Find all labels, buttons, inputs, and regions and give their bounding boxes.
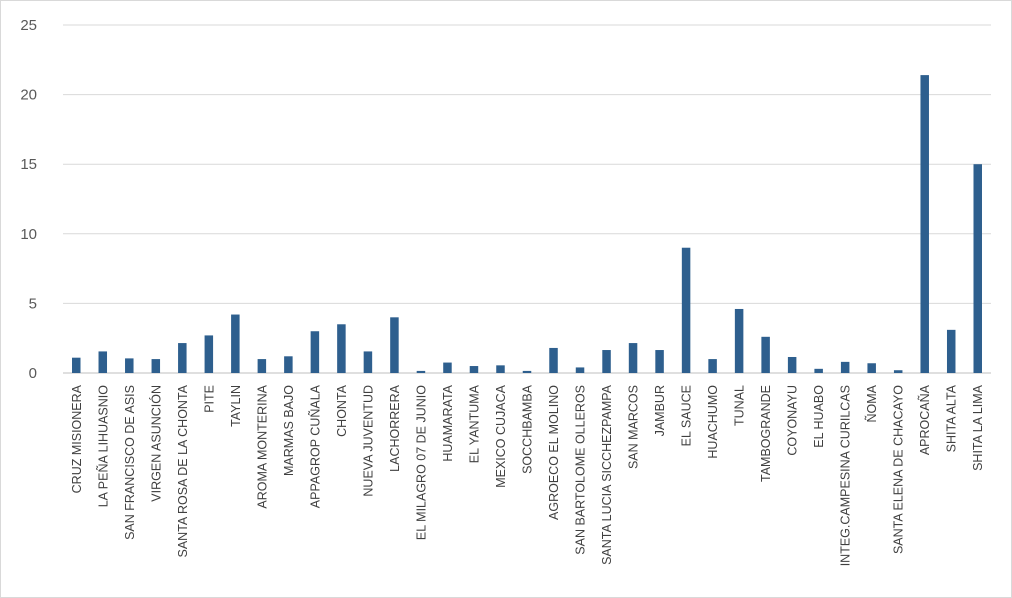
bar — [920, 75, 929, 373]
x-tick-label: LA PEÑA LIHUASNIO — [96, 385, 110, 508]
x-tick-label: AROMA MONTERINA — [255, 384, 269, 508]
gridlines — [63, 24, 991, 374]
x-tick-label: TUNAL — [733, 385, 747, 426]
y-axis-tick-labels: 0 5 10 15 20 25 — [20, 17, 37, 382]
x-axis-tick-labels: CRUZ MISIONERA LA PEÑA LIHUASNIO SAN FRANC… — [70, 384, 985, 566]
x-tick-label: NUEVA JUVENTUD — [361, 385, 375, 497]
x-tick-label: HUAMARATA — [441, 384, 455, 461]
y-tick-label: 5 — [29, 295, 37, 312]
y-tick-label: 15 — [20, 156, 37, 173]
bar — [893, 370, 903, 373]
bar — [522, 370, 532, 373]
x-tick-label: EL MILAGRO 07 DE JUNIO — [414, 385, 428, 540]
bar — [337, 324, 346, 373]
y-tick-label: 0 — [29, 365, 37, 382]
x-tick-label: LACHORRERA — [388, 384, 402, 471]
x-tick-label: HUACHUMO — [706, 385, 720, 459]
bar — [204, 335, 214, 373]
bar — [469, 366, 479, 373]
x-tick-label: SANTA ELENA DE CHACAYO — [892, 385, 906, 554]
bar — [310, 331, 320, 373]
x-tick-label: SOCCHBAMBA — [521, 384, 535, 474]
bar — [98, 351, 108, 373]
bar — [787, 356, 797, 373]
bars — [72, 75, 982, 373]
bar — [734, 308, 744, 373]
bar — [867, 363, 876, 373]
x-tick-label: INTEG.CAMPESINA CURILCAS — [839, 385, 853, 566]
x-tick-label: EL SAUCE — [680, 385, 694, 446]
x-tick-label: APROCAÑA — [918, 384, 932, 455]
x-tick-label: SANTA LUCIA SICCHEZPAMPA — [600, 384, 614, 565]
x-tick-label: TAMBOGRANDE — [759, 385, 773, 482]
x-tick-label: SAN BARTOLOME OLLEROS — [574, 385, 588, 555]
bar — [257, 359, 267, 373]
x-tick-label: ÑOMA — [865, 384, 879, 422]
bar — [125, 358, 134, 373]
x-tick-label: SANTA ROSA DE LA CHONTA — [176, 384, 190, 557]
y-tick-label: 20 — [20, 87, 37, 104]
x-tick-label: CHONTA — [335, 384, 349, 437]
bar — [814, 368, 823, 373]
x-tick-label: EL YANTUMA — [467, 384, 481, 463]
bar — [761, 336, 770, 373]
bar — [72, 357, 81, 373]
bar — [602, 350, 611, 373]
bar — [443, 362, 452, 373]
bar — [708, 359, 717, 373]
bar — [575, 367, 585, 373]
bar — [284, 356, 293, 373]
y-tick-label: 25 — [20, 17, 37, 34]
x-tick-label: CRUZ MISIONERA — [70, 384, 84, 493]
bar — [549, 347, 558, 373]
bar — [496, 365, 505, 373]
bar — [151, 359, 161, 373]
x-tick-label: SAN MARCOS — [627, 385, 641, 469]
bar — [840, 361, 850, 373]
x-tick-label: MEXICO CUJACA — [494, 384, 508, 487]
x-tick-label: JAMBUR — [653, 385, 667, 436]
bar — [681, 247, 691, 373]
y-tick-label: 10 — [20, 226, 37, 243]
x-tick-label: SHITA ALTA — [945, 384, 959, 452]
bar — [973, 164, 982, 373]
x-tick-label: VIRGEN ASUNCIÓN — [148, 385, 163, 502]
x-tick-label: AGROECO EL MOLINO — [547, 385, 561, 520]
bar — [390, 317, 399, 373]
x-tick-label: SHITA LA LIMA — [971, 384, 985, 471]
x-tick-label: COYONAYU — [786, 385, 800, 456]
x-tick-label: SAN FRANCISCO DE ASIS — [123, 385, 137, 540]
bar — [628, 343, 638, 373]
bar — [946, 329, 956, 373]
bar — [363, 351, 373, 373]
x-tick-label: EL HUABO — [812, 385, 826, 448]
x-tick-label: APPAGROP CUÑALA — [308, 384, 322, 508]
bar — [655, 350, 664, 373]
bar — [178, 343, 187, 373]
x-tick-label: PITE — [202, 385, 216, 413]
x-tick-label: TAYLIN — [229, 385, 243, 427]
bar — [416, 370, 426, 373]
x-tick-label: MARMAS BAJO — [282, 385, 296, 476]
bar — [231, 314, 240, 373]
